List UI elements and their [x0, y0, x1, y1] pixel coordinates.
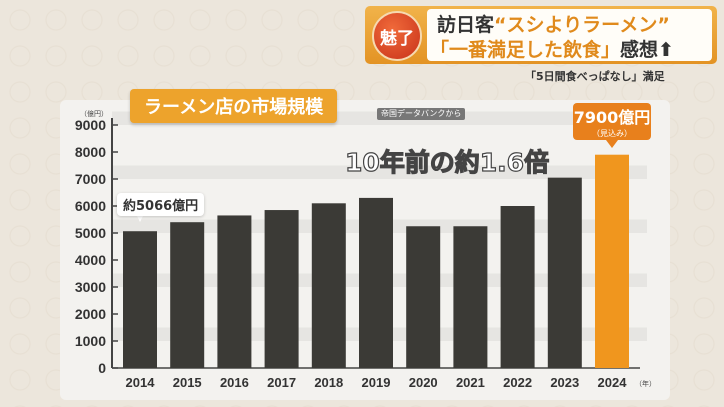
- y-axis-unit: （億円）: [80, 109, 108, 118]
- up-arrow-icon: ⬆: [658, 39, 674, 61]
- x-tick-label: 2016: [220, 375, 249, 390]
- x-tick-label: 2022: [503, 375, 532, 390]
- headline-box: [427, 9, 712, 61]
- x-tick-label: 2023: [550, 375, 579, 390]
- chart-title: ラーメン店の市場規模: [130, 89, 338, 123]
- y-tick-label: 4000: [75, 252, 106, 268]
- bar-2021: [453, 226, 488, 368]
- x-tick-label: 2018: [314, 375, 343, 390]
- bar-2017: [264, 210, 299, 368]
- headline-prefix: 訪日客: [437, 14, 495, 36]
- x-tick-label: 2019: [362, 375, 391, 390]
- last-note: （見込み）: [592, 129, 632, 138]
- x-tick-label: 2015: [173, 375, 202, 390]
- bar-2022: [500, 206, 535, 368]
- headline-quote2: 「一番満足した飲食」: [430, 39, 621, 61]
- y-tick-label: 9000: [75, 117, 106, 133]
- x-tick-label: 2020: [409, 375, 438, 390]
- source-label: 帝国データバンクから: [377, 108, 466, 120]
- y-tick-label: 2000: [75, 306, 106, 322]
- y-tick-label: 1000: [75, 333, 106, 349]
- y-tick-label: 3000: [75, 279, 106, 295]
- y-tick-label: 6000: [75, 198, 106, 214]
- x-tick-label: 2014: [126, 375, 156, 390]
- bar-2018: [311, 203, 346, 368]
- bar-2016: [217, 215, 252, 368]
- x-tick-label: 2024: [598, 375, 628, 390]
- bar-2020: [406, 226, 441, 368]
- y-tick-label: 0: [98, 360, 106, 376]
- headline-line2: 「一番満足した飲食」感想⬆: [430, 35, 674, 62]
- callout-text: 10年前の約1.6倍: [344, 147, 550, 177]
- last-bar-label: 7900億円 （見込み）: [573, 103, 651, 140]
- headline-line1: 訪日客“スシよりラーメン”: [437, 10, 670, 37]
- last-value: 7900億円: [573, 108, 651, 127]
- headline-suffix: 感想: [620, 39, 659, 61]
- headline-quote: “スシよりラーメン”: [494, 14, 670, 36]
- y-tick-label: 7000: [75, 171, 106, 187]
- bar-2014: [123, 231, 157, 368]
- headline-subtext: 「5日間食べっぱなし」満足: [525, 70, 665, 83]
- y-tick-label: 8000: [75, 144, 106, 160]
- first-bar-label: 約5066億円: [117, 193, 205, 216]
- first-label-pointer: [136, 214, 144, 222]
- last-label-pointer: [606, 140, 618, 148]
- x-tick-label: 2021: [456, 375, 485, 390]
- bar-2015: [170, 222, 205, 368]
- x-axis-unit: （年）: [635, 379, 656, 388]
- grid-band: [112, 165, 647, 179]
- headline-badge: 魅了: [372, 11, 422, 61]
- bar-2023: [547, 177, 582, 368]
- bar-2019: [359, 197, 393, 368]
- bar-2024: [595, 154, 629, 368]
- x-tick-label: 2017: [267, 375, 296, 390]
- y-tick-label: 5000: [75, 225, 106, 241]
